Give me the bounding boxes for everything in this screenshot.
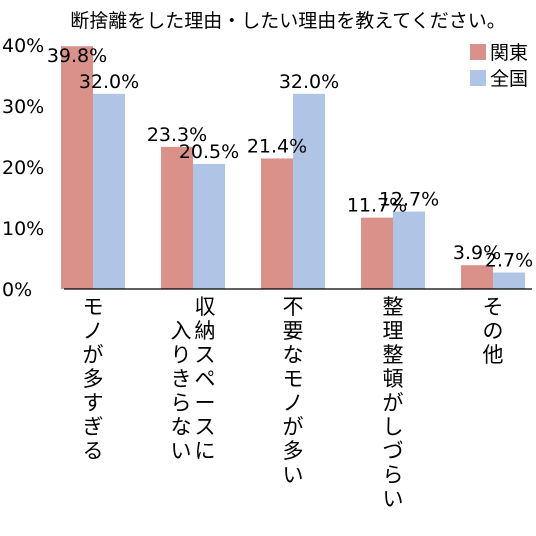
category-glyph: 多 — [83, 367, 104, 391]
category-glyph: 多 — [283, 439, 304, 463]
data-label: 21.4% — [247, 135, 307, 157]
category-glyph: 入 — [171, 319, 192, 343]
legend-label-1: 全国 — [490, 68, 528, 90]
category-glyph: 不 — [283, 295, 304, 319]
data-label: 32.0% — [79, 71, 139, 93]
category-glyph: い — [283, 463, 304, 487]
category-glyph: ノ — [83, 319, 104, 343]
category-glyph: 収 — [195, 295, 216, 319]
category-glyph: に — [195, 439, 216, 463]
category-glyph: ぎ — [83, 415, 104, 439]
legend-swatch-0 — [470, 44, 486, 60]
bar-関東-2 — [261, 158, 293, 289]
y-tick-label: 0% — [2, 279, 32, 301]
category-glyph: い — [383, 487, 404, 511]
category-glyph: の — [483, 319, 504, 343]
category-glyph: 整 — [383, 295, 404, 319]
category-glyph: ノ — [283, 391, 304, 415]
category-glyph: モ — [283, 367, 304, 391]
category-glyph: な — [283, 343, 304, 367]
legend-label-0: 関東 — [490, 42, 528, 64]
category-glyph: ら — [383, 463, 404, 487]
data-label: 2.7% — [485, 250, 533, 272]
data-label: 3.9% — [453, 242, 501, 264]
category-glyph: ペ — [195, 367, 216, 391]
bar-全国-4 — [493, 272, 525, 289]
y-tick-label: 10% — [2, 218, 44, 240]
bar-series — [61, 46, 525, 289]
bar-関東-4 — [461, 265, 493, 289]
bar-全国-0 — [93, 93, 125, 289]
bar-関東-0 — [61, 46, 93, 289]
category-glyph: る — [83, 439, 104, 463]
category-glyph: り — [171, 343, 192, 367]
category-glyph: が — [83, 343, 104, 367]
category-glyph: が — [383, 391, 404, 415]
bar-関東-1 — [161, 146, 193, 289]
category-glyph: す — [83, 391, 104, 415]
data-label: 32.0% — [279, 71, 339, 93]
category-label: その他 — [483, 295, 504, 367]
data-label: 39.8% — [47, 45, 107, 67]
legend-swatch-1 — [470, 70, 486, 86]
category-glyph: し — [383, 415, 404, 439]
category-glyph: そ — [483, 295, 504, 319]
bar-関東-3 — [361, 217, 393, 289]
category-glyph: ス — [195, 343, 216, 367]
bar-全国-1 — [193, 163, 225, 289]
chart-title: 断捨離をした理由・したい理由を教えてください。 — [70, 10, 505, 32]
y-tick-label: 20% — [2, 157, 44, 179]
category-glyph: 頓 — [383, 367, 404, 391]
data-label: 11.7% — [347, 195, 407, 217]
category-glyph: ら — [171, 391, 192, 415]
data-label: 23.3% — [147, 124, 207, 146]
category-glyph: が — [283, 415, 304, 439]
category-glyph: 整 — [383, 343, 404, 367]
data-labels: 39.8% 32.0% 23.3%20.5% 21.4% 32.0% 11.7%12.7%… — [47, 45, 533, 272]
y-tick-label: 30% — [2, 96, 44, 118]
category-glyph: 他 — [483, 343, 504, 367]
category-glyph: ー — [195, 391, 216, 415]
category-glyph: 要 — [283, 319, 304, 343]
category-glyph: モ — [83, 295, 104, 319]
y-axis: 0% 10% 20% 30% 40% — [2, 35, 44, 301]
category-glyph: 理 — [383, 319, 404, 343]
data-label: 12.7% — [379, 189, 439, 211]
bar-全国-2 — [293, 93, 325, 289]
category-glyph: 納 — [195, 319, 216, 343]
y-tick-label: 40% — [2, 35, 44, 57]
bar-全国-3 — [393, 211, 425, 289]
category-glyph: な — [171, 415, 192, 439]
category-glyph: い — [171, 439, 192, 463]
category-glyph: ス — [195, 415, 216, 439]
data-label: 20.5% — [179, 141, 239, 163]
category-glyph: き — [171, 367, 192, 391]
category-glyph: づ — [383, 439, 404, 463]
